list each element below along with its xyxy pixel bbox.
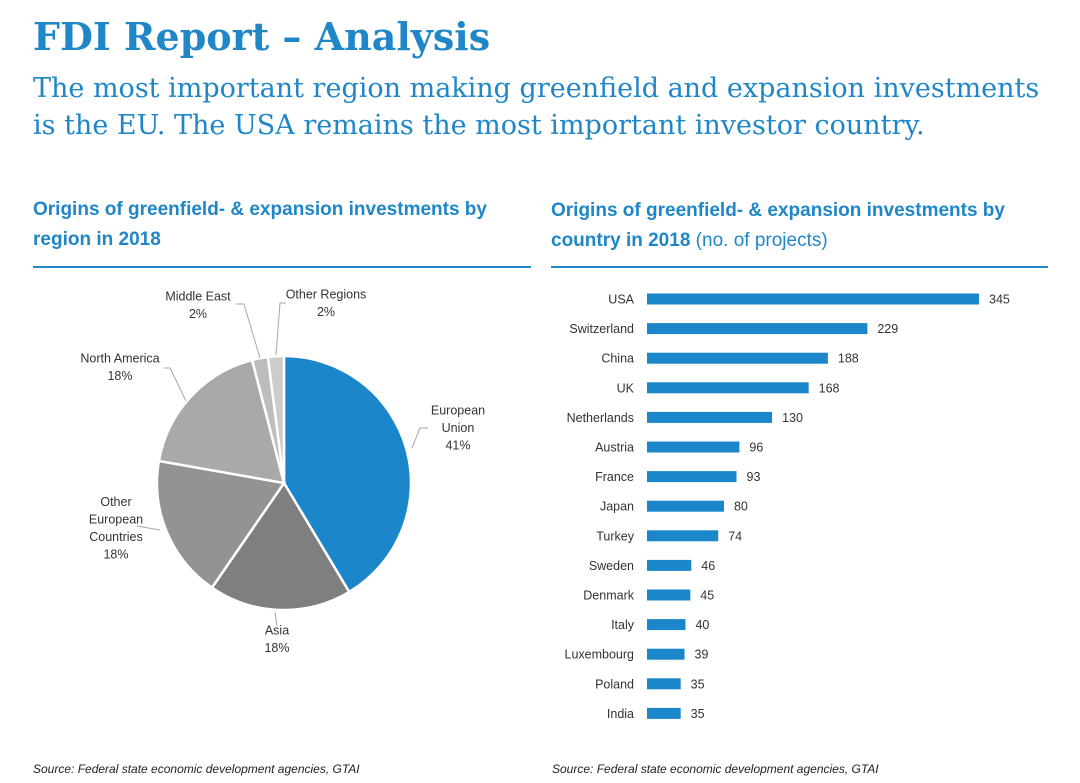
bar-poland (647, 678, 681, 690)
region-pie-chart: European Union 41% Asia 18% Other European Coun… (80, 287, 485, 655)
bar-category-label-france: France (595, 470, 634, 484)
country-bar-chart: USA 345 Switzerland 229 China 188 UK 168 Netherl… (565, 293, 1010, 721)
region-chart-divider (33, 266, 531, 268)
bar-value-label-switzerland: 229 (877, 322, 898, 336)
bar-italy (647, 619, 686, 631)
bar-denmark (647, 589, 691, 601)
pie-leader-line-asia (274, 611, 278, 627)
country-chart-heading-unit: (no. of projects) (695, 230, 828, 251)
pie-label-asia: Asia 18% (264, 623, 289, 655)
country-chart-divider (551, 266, 1048, 268)
bar-value-label-netherlands: 130 (782, 411, 803, 425)
pie-label-other-european-countries: Other European Countries 18% (89, 495, 143, 562)
bar-value-label-uk: 168 (819, 381, 840, 395)
bar-category-label-denmark: Denmark (583, 589, 634, 603)
bar-category-label-india: India (607, 707, 634, 721)
bar-value-label-turkey: 74 (728, 529, 742, 543)
bar-france (647, 471, 737, 483)
bar-category-label-italy: Italy (611, 618, 635, 632)
pie-slice-european-union (282, 354, 413, 594)
bar-category-label-poland: Poland (595, 677, 634, 691)
bar-sweden (647, 559, 692, 571)
bar-category-label-luxembourg: Luxembourg (565, 648, 635, 662)
pie-label-european-union: European Union 41% (431, 404, 485, 453)
bar-category-label-china: China (601, 352, 634, 366)
page-subtitle: The most important region making greenfi… (33, 73, 1040, 141)
bar-value-label-poland: 35 (691, 677, 705, 691)
bar-austria (647, 441, 740, 453)
bar-india (647, 707, 681, 719)
bar-value-label-china: 188 (838, 352, 859, 366)
bar-category-label-netherlands: Netherlands (567, 411, 634, 425)
bar-category-label-turkey: Turkey (596, 529, 634, 543)
bar-uk (647, 382, 809, 394)
bar-value-label-japan: 80 (734, 500, 748, 514)
bar-category-label-uk: UK (617, 381, 635, 395)
bar-category-label-austria: Austria (595, 441, 634, 455)
pie-leader-line-european-union (411, 427, 428, 449)
bar-value-label-denmark: 45 (700, 589, 714, 603)
pie-slice-north-america (157, 358, 286, 485)
bar-value-label-luxembourg: 39 (695, 648, 709, 662)
country-chart-heading: Origins of greenfield- & expansion inves… (551, 196, 1051, 256)
country-chart-heading-main: Origins of greenfield- & expansion inves… (551, 200, 1005, 251)
pie-leader-line-other-european-countries (136, 525, 161, 531)
bar-category-label-sweden: Sweden (589, 559, 634, 573)
bar-china (647, 352, 828, 364)
pie-leader-line-north-america (164, 367, 187, 402)
pie-label-other-regions: Other Regions 2% (286, 287, 367, 319)
bar-value-label-austria: 96 (749, 441, 763, 455)
pie-label-middle-east: Middle East 2% (165, 289, 231, 321)
bar-japan (647, 500, 724, 512)
pie-label-north-america: North America 18% (80, 351, 159, 383)
bar-value-label-india: 35 (691, 707, 705, 721)
bar-turkey (647, 530, 719, 542)
pie-slice-other-european-countries (155, 459, 287, 590)
bar-value-label-sweden: 46 (701, 559, 715, 573)
bar-switzerland (647, 323, 868, 335)
region-chart-source: Source: Federal state economic developme… (33, 762, 360, 776)
bar-luxembourg (647, 648, 685, 660)
bar-category-label-japan: Japan (600, 500, 634, 514)
pie-slice-other-regions (266, 354, 286, 484)
region-chart-heading: Origins of greenfield- & expansion inves… (33, 199, 487, 250)
page-title: FDI Report – Analysis (33, 14, 491, 59)
bar-usa (647, 293, 979, 305)
pie-leader-line-middle-east (236, 303, 261, 359)
bar-value-label-france: 93 (747, 470, 761, 484)
bar-category-label-switzerland: Switzerland (569, 322, 634, 336)
bar-category-label-usa: USA (608, 293, 634, 307)
pie-slice-asia (210, 480, 351, 612)
bar-value-label-usa: 345 (989, 293, 1010, 307)
bar-netherlands (647, 411, 773, 423)
pie-leader-line-other-regions (275, 302, 286, 356)
country-chart-source: Source: Federal state economic developme… (552, 762, 879, 776)
bar-value-label-italy: 40 (695, 618, 709, 632)
